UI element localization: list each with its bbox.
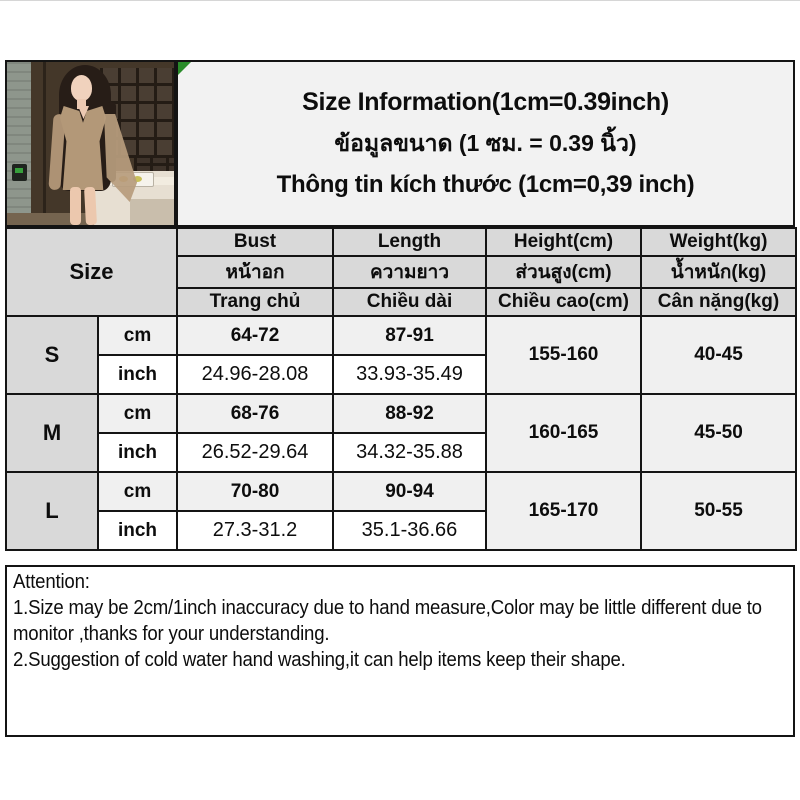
attention-text: Attention: 1.Size may be 2cm/1inch inacc… bbox=[13, 569, 787, 673]
attention-note-2: 2.Suggestion of cold water hand washing,… bbox=[13, 649, 626, 671]
photo-model-vneck bbox=[78, 106, 89, 119]
top-divider bbox=[0, 0, 800, 1]
unit-cell-cm: cm bbox=[97, 315, 178, 356]
row-m-inch: inch 26.52-29.64 34.32-35.88 bbox=[6, 432, 796, 473]
cell-l-height: 165-170 bbox=[485, 471, 642, 551]
header-bust-th: หน้าอก bbox=[176, 255, 334, 289]
row-s-inch: inch 24.96-28.08 33.93-35.49 bbox=[6, 354, 796, 395]
cell-s-length-cm: 87-91 bbox=[332, 315, 487, 356]
cell-s-length-inch: 33.93-35.49 bbox=[332, 354, 487, 395]
size-cell-s: S bbox=[5, 315, 99, 395]
size-cell-l: L bbox=[5, 471, 99, 551]
unit-cell-cm: cm bbox=[97, 393, 178, 434]
row-l-inch: inch 27.3-31.2 35.1-36.66 bbox=[6, 510, 796, 551]
cell-s-weight: 40-45 bbox=[640, 315, 797, 395]
header-row-th: หน้าอก ความยาว ส่วนสูง(cm) น้ำหนัก(kg) bbox=[6, 255, 797, 289]
unit-cell-inch: inch bbox=[97, 510, 178, 551]
header-length-en: Length bbox=[332, 227, 487, 257]
cell-l-bust-cm: 70-80 bbox=[176, 471, 334, 512]
unit-cell-inch: inch bbox=[97, 354, 178, 395]
product-photo bbox=[5, 60, 176, 227]
header-row-en: Size Bust Length Height(cm) Weight(kg) bbox=[5, 227, 797, 317]
photo-switch-light bbox=[15, 168, 23, 173]
header-length-vi: Chiều dài bbox=[332, 287, 487, 317]
cell-m-weight: 45-50 bbox=[640, 393, 797, 473]
row-l-cm: L cm 70-80 90-94 165-170 50-55 bbox=[5, 471, 797, 551]
cell-s-height: 155-160 bbox=[485, 315, 642, 395]
cell-m-length-cm: 88-92 bbox=[332, 393, 487, 434]
size-cell-m: M bbox=[5, 393, 99, 473]
cell-l-weight: 50-55 bbox=[640, 471, 797, 551]
header-weight-vi: Cân nặng(kg) bbox=[640, 287, 797, 317]
header-bust-en: Bust bbox=[176, 227, 334, 257]
photo-model-face bbox=[71, 75, 92, 101]
title-thai: ข้อมูลขนาด (1 ซม. = 0.39 นิ้ว) bbox=[334, 130, 637, 156]
header-bust-vi: Trang chủ bbox=[176, 287, 334, 317]
photo-model-leg bbox=[84, 186, 97, 225]
photo-blanket bbox=[130, 199, 174, 225]
corner-fold-icon bbox=[178, 62, 191, 75]
attention-note-1: 1.Size may be 2cm/1inch inaccuracy due t… bbox=[13, 597, 762, 645]
cell-m-height: 160-165 bbox=[485, 393, 642, 473]
attention-heading: Attention: bbox=[13, 571, 90, 593]
title-english: Size Information(1cm=0.39inch) bbox=[302, 88, 669, 116]
size-header-cell: Size bbox=[5, 227, 178, 317]
cell-l-bust-inch: 27.3-31.2 bbox=[176, 510, 334, 551]
size-table: Size Bust Length Height(cm) Weight(kg) ห… bbox=[5, 227, 797, 551]
header-weight-en: Weight(kg) bbox=[640, 227, 797, 257]
unit-cell-inch: inch bbox=[97, 432, 178, 473]
cell-s-bust-cm: 64-72 bbox=[176, 315, 334, 356]
header-weight-th: น้ำหนัก(kg) bbox=[640, 255, 797, 289]
cell-m-bust-cm: 68-76 bbox=[176, 393, 334, 434]
photo-model-leg bbox=[70, 187, 81, 225]
cell-m-bust-inch: 26.52-29.64 bbox=[176, 432, 334, 473]
photo-food-item bbox=[133, 176, 142, 182]
photo-door-groove bbox=[43, 62, 46, 225]
header-row-vi: Trang chủ Chiều dài Chiều cao(cm) Cân nặ… bbox=[6, 287, 797, 317]
title-box: Size Information(1cm=0.39inch) ข้อมูลขนา… bbox=[176, 60, 795, 227]
title-vietnamese: Thông tin kích thước (1cm=0,39 inch) bbox=[276, 171, 695, 198]
cell-l-length-inch: 35.1-36.66 bbox=[332, 510, 487, 551]
cell-m-length-inch: 34.32-35.88 bbox=[332, 432, 487, 473]
row-s-cm: S cm 64-72 87-91 155-160 40-45 bbox=[5, 315, 797, 395]
header-height-vi: Chiều cao(cm) bbox=[485, 287, 642, 317]
photo-wall-strip bbox=[7, 62, 31, 225]
unit-cell-cm: cm bbox=[97, 471, 178, 512]
row-m-cm: M cm 68-76 88-92 160-165 45-50 bbox=[5, 393, 797, 473]
photo-wall-switch bbox=[12, 164, 27, 181]
cell-s-bust-inch: 24.96-28.08 bbox=[176, 354, 334, 395]
photo-model-neck bbox=[77, 99, 86, 109]
header-length-th: ความยาว bbox=[332, 255, 487, 289]
cell-l-length-cm: 90-94 bbox=[332, 471, 487, 512]
header-height-th: ส่วนสูง(cm) bbox=[485, 255, 642, 289]
header-height-en: Height(cm) bbox=[485, 227, 642, 257]
attention-box: Attention: 1.Size may be 2cm/1inch inacc… bbox=[5, 565, 795, 737]
